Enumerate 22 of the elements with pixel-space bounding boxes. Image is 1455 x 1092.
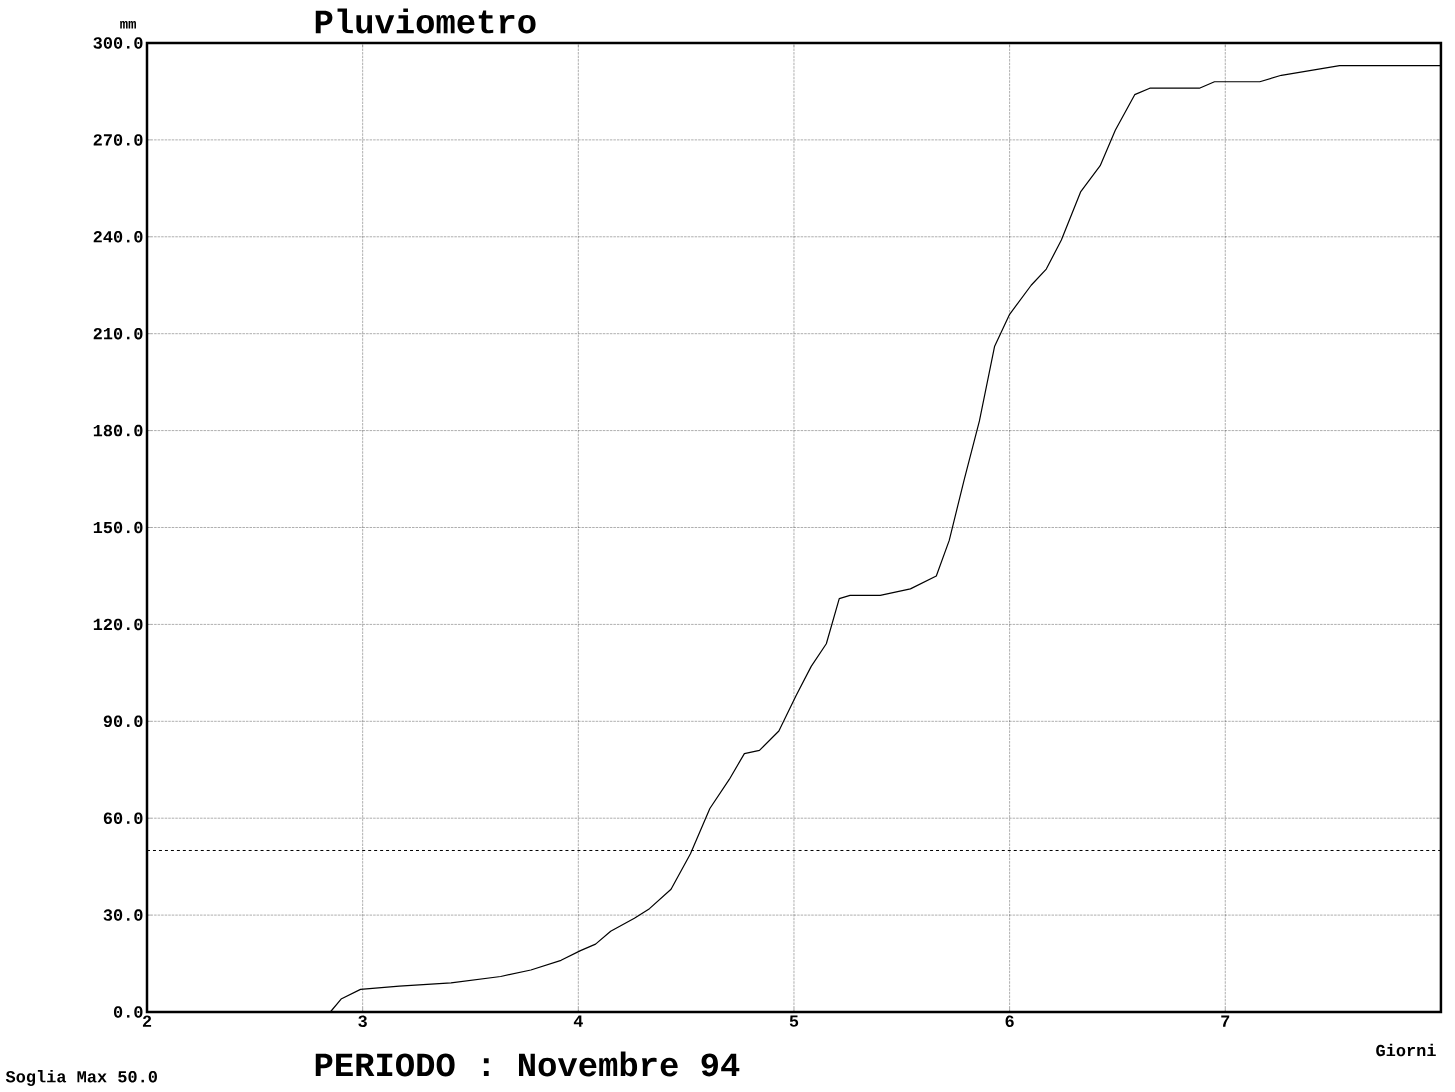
y-tick-label: 120.0 [93,618,143,631]
x-tick-label: 3 [358,1015,367,1028]
text: PERIODO : Novembre 94 [315,1051,740,1077]
y-tick-label: 270.0 [93,134,143,146]
x-tick-label: 4 [573,1015,583,1027]
x-tick-label: 6 [1005,1015,1014,1028]
y-tick-label: 150.0 [93,521,143,534]
y-tick-label: 30.0 [103,909,143,921]
x-tick-label: 2 [142,1015,152,1027]
x-axis-title: Giorni [1376,1043,1436,1057]
text: Soglia Max 50.0 [5,1070,157,1086]
y-axis-title: mm [120,20,136,29]
x-tick-label: 7 [1221,1015,1230,1027]
chart-title: Pluviometro [315,8,536,34]
y-tick-label: 90.0 [103,715,143,728]
y-tick-label: 210.0 [93,327,143,340]
y-tick-label: 60.0 [103,812,143,824]
y-tick-label: 240.0 [93,231,143,243]
x-tick-label: 5 [789,1015,799,1027]
y-tick-label: 0.0 [113,1006,143,1018]
y-tick-label: 300.0 [93,37,143,49]
y-tick-label: 180.0 [93,424,143,437]
